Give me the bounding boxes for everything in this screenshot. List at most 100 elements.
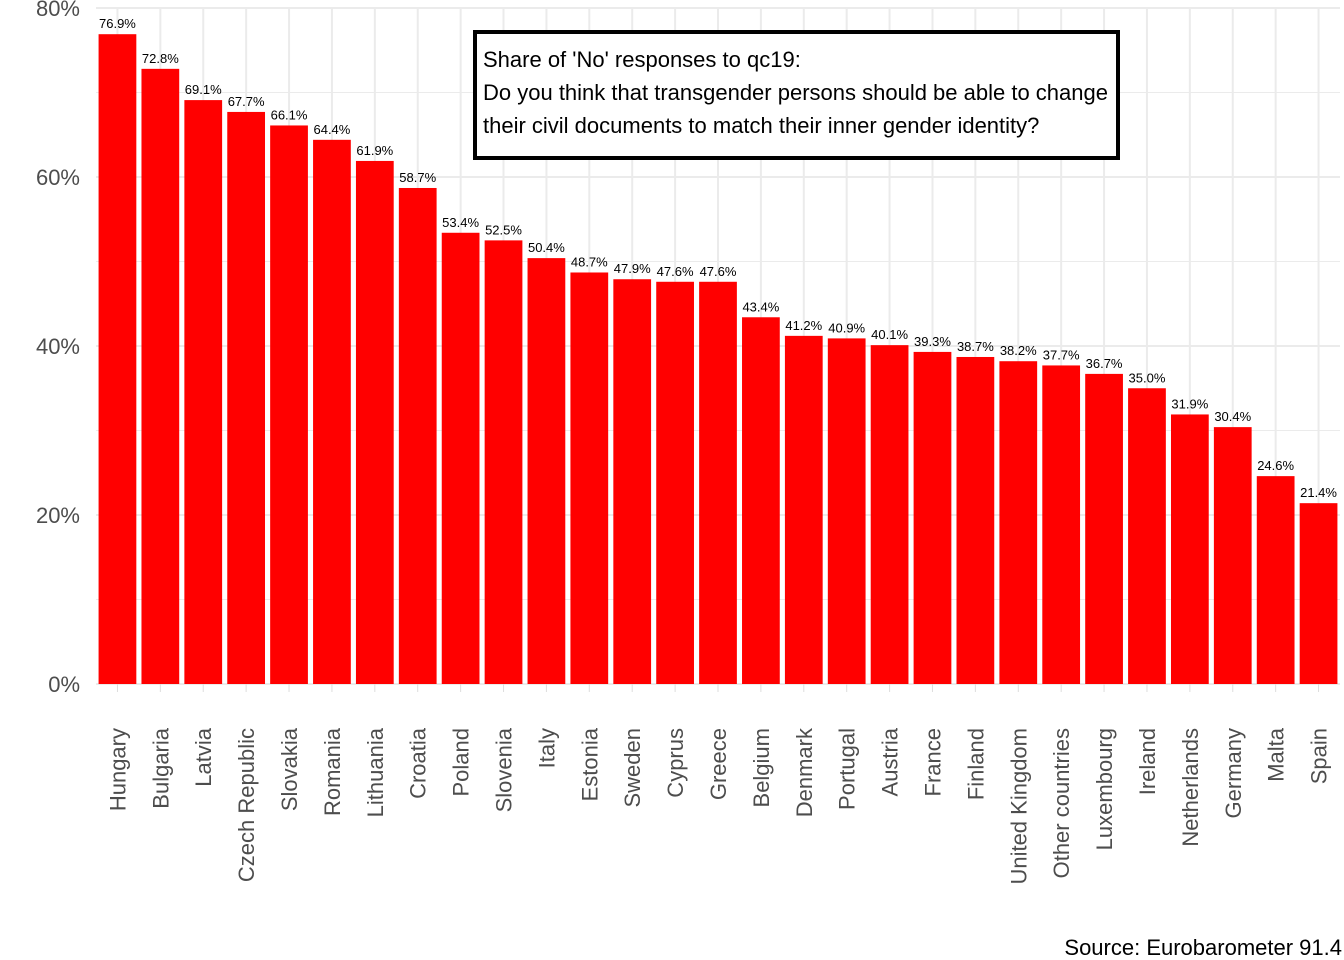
data-label: 30.4%: [1214, 409, 1251, 424]
annotation-line-2: Do you think that transgender persons sh…: [483, 80, 1108, 105]
bar: [184, 100, 223, 685]
bar: [956, 356, 995, 684]
data-label: 43.4%: [742, 299, 779, 314]
x-tick-label: Austria: [878, 727, 903, 796]
bar: [784, 335, 823, 684]
bars: [98, 34, 1338, 685]
x-tick-label: Bulgaria: [148, 727, 173, 808]
x-tick-label: Finland: [963, 728, 988, 800]
bar: [999, 361, 1038, 684]
data-label: 67.7%: [228, 94, 265, 109]
x-tick-label: Ireland: [1135, 728, 1160, 795]
data-label: 37.7%: [1043, 347, 1080, 362]
data-label: 72.8%: [142, 51, 179, 66]
bar: [1042, 365, 1081, 684]
bar: [699, 281, 737, 684]
x-tick-label: Czech Republic: [234, 728, 259, 882]
bar: [870, 345, 909, 684]
x-tick-label: Malta: [1264, 727, 1289, 782]
annotation-border: [473, 30, 1120, 160]
data-label: 41.2%: [785, 318, 822, 333]
data-label: 21.4%: [1300, 485, 1337, 500]
x-tick-label: Sweden: [620, 728, 645, 808]
x-tick-label: Belgium: [749, 728, 774, 807]
bar: [270, 125, 308, 684]
x-tick-label: Hungary: [105, 728, 130, 811]
bar: [613, 279, 652, 684]
y-axis: 0% 20% 40% 60% 80%: [36, 0, 80, 697]
y-tick-label: 20%: [36, 503, 80, 528]
bar: [1128, 388, 1166, 684]
data-label: 31.9%: [1171, 396, 1208, 411]
data-labels: 76.9% 72.8% 69.1% 67.7% 66.1% 64.4% 61.9% 58.7%…: [99, 16, 1337, 500]
data-label: 38.7%: [957, 339, 994, 354]
bar: [656, 281, 694, 684]
source-caption: Source: Eurobarometer 91.4: [1064, 935, 1342, 960]
data-label: 47.6%: [657, 264, 694, 279]
data-label: 53.4%: [442, 215, 479, 230]
bar: [98, 34, 137, 684]
data-label: 24.6%: [1257, 458, 1294, 473]
x-axis: Hungary Bulgaria Latvia Czech Republic Slova…: [105, 684, 1332, 885]
x-tick-label: Italy: [534, 728, 559, 768]
x-tick-label: Luxembourg: [1092, 728, 1117, 850]
data-label: 69.1%: [185, 82, 222, 97]
annotation-line-1: Share of 'No' responses to qc19:: [483, 47, 801, 72]
bar: [527, 258, 566, 684]
data-label: 52.5%: [485, 222, 522, 237]
bar: [742, 317, 780, 684]
bar: [484, 240, 523, 684]
x-tick-label: Poland: [449, 728, 474, 797]
data-label: 36.7%: [1086, 356, 1123, 371]
data-label: 38.2%: [1000, 343, 1037, 358]
data-label: 50.4%: [528, 240, 565, 255]
x-tick-label: Other countries: [1049, 728, 1074, 878]
data-label: 40.9%: [828, 320, 865, 335]
data-label: 66.1%: [271, 107, 308, 122]
y-tick-label: 60%: [36, 165, 80, 190]
x-tick-label: Slovakia: [277, 727, 302, 811]
bar: [1256, 476, 1295, 684]
data-label: 76.9%: [99, 16, 136, 31]
bar: [227, 111, 266, 684]
data-label: 35.0%: [1129, 370, 1166, 385]
bar: [570, 272, 609, 684]
x-tick-label: Romania: [320, 727, 345, 816]
bar: [313, 139, 351, 684]
bar: [141, 68, 180, 685]
x-tick-label: Lithuania: [363, 727, 388, 817]
bar: [1170, 414, 1209, 684]
x-tick-label: Portugal: [835, 728, 860, 810]
x-tick-label: Slovenia: [492, 727, 517, 812]
y-tick-label: 80%: [36, 0, 80, 21]
bar: [355, 160, 394, 684]
x-tick-label: France: [920, 728, 945, 796]
annotation-line-3: their civil documents to match their inn…: [483, 113, 1039, 138]
data-label: 39.3%: [914, 334, 951, 349]
data-label: 47.6%: [700, 264, 737, 279]
bar: [1213, 427, 1252, 684]
x-tick-label: Cyprus: [663, 728, 688, 798]
data-label: 47.9%: [614, 261, 651, 276]
x-tick-label: Greece: [706, 728, 731, 800]
x-tick-label: Croatia: [406, 727, 431, 799]
data-label: 61.9%: [356, 143, 393, 158]
y-tick-label: 40%: [36, 334, 80, 359]
bar: [441, 232, 480, 684]
x-tick-label: Netherlands: [1178, 728, 1203, 847]
data-label: 40.1%: [871, 327, 908, 342]
annotation-box: Share of 'No' responses to qc19: Do you …: [473, 30, 1120, 160]
bar: [1299, 503, 1338, 684]
bar: [913, 351, 952, 684]
x-tick-label: Spain: [1307, 728, 1332, 784]
bar: [827, 338, 866, 684]
x-tick-label: Denmark: [792, 727, 817, 817]
y-tick-label: 0%: [48, 672, 80, 697]
bar: [1085, 373, 1123, 684]
x-tick-label: United Kingdom: [1006, 728, 1031, 885]
x-tick-label: Germany: [1221, 728, 1246, 818]
data-label: 58.7%: [399, 170, 436, 185]
x-tick-label: Estonia: [577, 727, 602, 801]
data-label: 48.7%: [571, 254, 608, 269]
